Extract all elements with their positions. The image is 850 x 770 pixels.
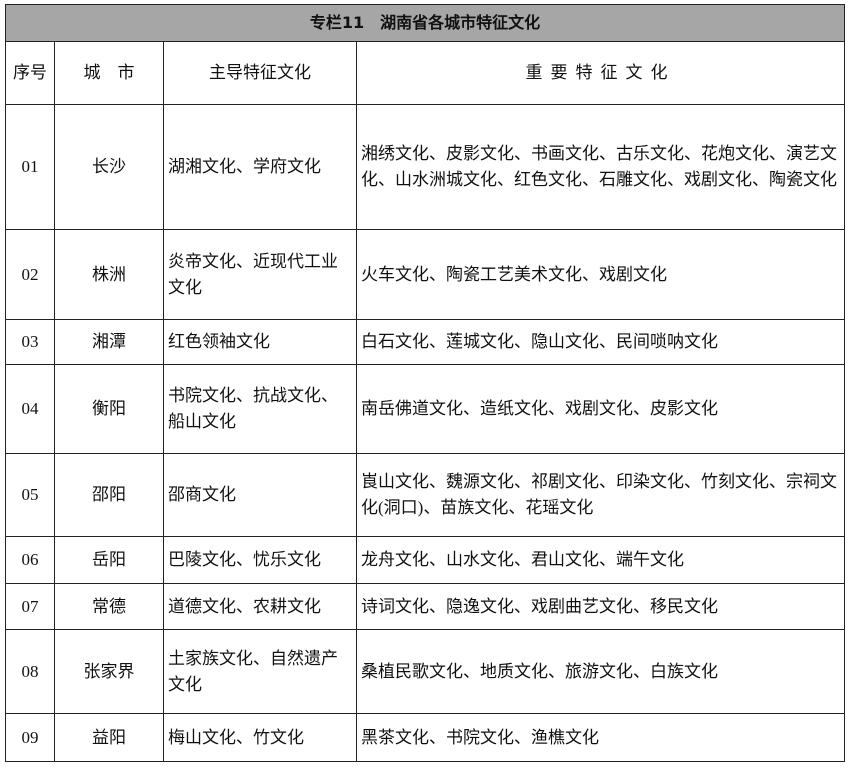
row-important-culture: 白石文化、莲城文化、隐山文化、民间唢呐文化 — [356, 319, 845, 365]
row-important-culture: 湘绣文化、皮影文化、书画文化、古乐文化、花炮文化、演艺文化、山水洲城文化、红色文… — [356, 104, 845, 230]
row-city: 衡阳 — [54, 364, 164, 454]
table-row: 04 衡阳 书院文化、抗战文化、船山文化 南岳佛道文化、造纸文化、戏剧文化、皮影文化 — [5, 364, 845, 454]
header-city: 城 市 — [54, 41, 164, 105]
table-row: 03 湘潭 红色领袖文化 白石文化、莲城文化、隐山文化、民间唢呐文化 — [5, 319, 845, 365]
row-index: 03 — [5, 319, 55, 365]
row-city: 株洲 — [54, 229, 164, 320]
header-main-culture: 主导特征文化 — [163, 41, 357, 105]
table-row: 01 长沙 湖湘文化、学府文化 湘绣文化、皮影文化、书画文化、古乐文化、花炮文化、演艺… — [5, 104, 845, 230]
row-city: 岳阳 — [54, 536, 164, 584]
table-row: 06 岳阳 巴陵文化、忧乐文化 龙舟文化、山水文化、君山文化、端午文化 — [5, 536, 845, 584]
row-index: 08 — [5, 629, 55, 714]
table-row: 02 株洲 炎帝文化、近现代工业文化 火车文化、陶瓷工艺美术文化、戏剧文化 — [5, 229, 845, 320]
row-city: 益阳 — [54, 713, 164, 762]
row-index: 05 — [5, 453, 55, 537]
row-important-culture: 火车文化、陶瓷工艺美术文化、戏剧文化 — [356, 229, 845, 320]
row-index: 09 — [5, 713, 55, 762]
row-important-culture: 崀山文化、魏源文化、祁剧文化、印染文化、竹刻文化、宗祠文化(洞口)、苗族文化、花… — [356, 453, 845, 537]
row-main-culture: 书院文化、抗战文化、船山文化 — [163, 364, 357, 454]
row-main-culture: 道德文化、农耕文化 — [163, 583, 357, 630]
table-title: 专栏11 湖南省各城市特征文化 — [5, 4, 845, 42]
row-index: 01 — [5, 104, 55, 230]
table-row: 07 常德 道德文化、农耕文化 诗词文化、隐逸文化、戏剧曲艺文化、移民文化 — [5, 583, 845, 630]
row-index: 02 — [5, 229, 55, 320]
row-index: 06 — [5, 536, 55, 584]
header-important-culture: 重要特征文化 — [356, 41, 845, 105]
row-main-culture: 邵商文化 — [163, 453, 357, 537]
row-city: 常德 — [54, 583, 164, 630]
row-city: 邵阳 — [54, 453, 164, 537]
city-culture-table: 专栏11 湖南省各城市特征文化 序号 城 市 主导特征文化 重要特征文化 01 长… — [5, 4, 845, 762]
row-city: 长沙 — [54, 104, 164, 230]
table-row: 08 张家界 土家族文化、自然遗产文化 桑植民歌文化、地质文化、旅游文化、白族文化 — [5, 629, 845, 714]
table-row: 09 益阳 梅山文化、竹文化 黑茶文化、书院文化、渔樵文化 — [5, 713, 845, 762]
table-row: 05 邵阳 邵商文化 崀山文化、魏源文化、祁剧文化、印染文化、竹刻文化、宗祠文化(洞口… — [5, 453, 845, 537]
row-important-culture: 南岳佛道文化、造纸文化、戏剧文化、皮影文化 — [356, 364, 845, 454]
row-city: 湘潭 — [54, 319, 164, 365]
row-main-culture: 湖湘文化、学府文化 — [163, 104, 357, 230]
row-main-culture: 土家族文化、自然遗产文化 — [163, 629, 357, 714]
row-main-culture: 炎帝文化、近现代工业文化 — [163, 229, 357, 320]
header-index: 序号 — [5, 41, 55, 105]
row-important-culture: 桑植民歌文化、地质文化、旅游文化、白族文化 — [356, 629, 845, 714]
row-important-culture: 诗词文化、隐逸文化、戏剧曲艺文化、移民文化 — [356, 583, 845, 630]
row-main-culture: 红色领袖文化 — [163, 319, 357, 365]
row-important-culture: 黑茶文化、书院文化、渔樵文化 — [356, 713, 845, 762]
row-important-culture: 龙舟文化、山水文化、君山文化、端午文化 — [356, 536, 845, 584]
header-row: 序号 城 市 主导特征文化 重要特征文化 — [5, 41, 845, 105]
row-index: 04 — [5, 364, 55, 454]
row-index: 07 — [5, 583, 55, 630]
row-main-culture: 巴陵文化、忧乐文化 — [163, 536, 357, 584]
row-main-culture: 梅山文化、竹文化 — [163, 713, 357, 762]
row-city: 张家界 — [54, 629, 164, 714]
